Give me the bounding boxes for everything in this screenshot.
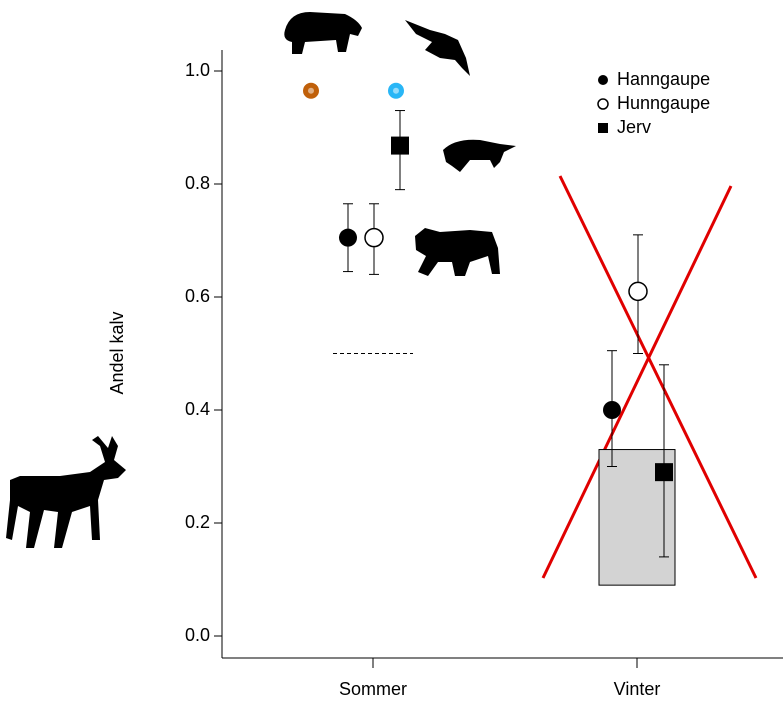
point [339, 228, 357, 247]
y-axis-label: Andel kalv [107, 311, 127, 394]
silhouettes [6, 12, 516, 548]
x-tick-label: Sommer [339, 679, 407, 699]
y-tick-label: 0.2 [185, 512, 210, 532]
legend-marker [598, 75, 608, 85]
point [628, 281, 648, 302]
point [655, 463, 673, 482]
y-tick-label: 1.0 [185, 60, 210, 80]
point [391, 136, 409, 155]
dot-center [308, 87, 314, 94]
y-tick-label: 0.6 [185, 286, 210, 306]
point [603, 401, 621, 419]
cross [541, 175, 758, 579]
y-tick-label: 0.8 [185, 173, 210, 193]
point [364, 227, 384, 248]
x-tick-label: Vinter [614, 679, 661, 699]
legend-marker [598, 123, 608, 133]
legend-label: Hunngaupe [617, 93, 710, 113]
legend-label: Jerv [617, 117, 651, 137]
legend-marker [597, 98, 609, 110]
y-tick-label: 0.4 [185, 399, 210, 419]
legend-label: Hanngaupe [617, 69, 710, 89]
y-tick-label: 0.0 [185, 625, 210, 645]
dot-center [393, 87, 399, 94]
